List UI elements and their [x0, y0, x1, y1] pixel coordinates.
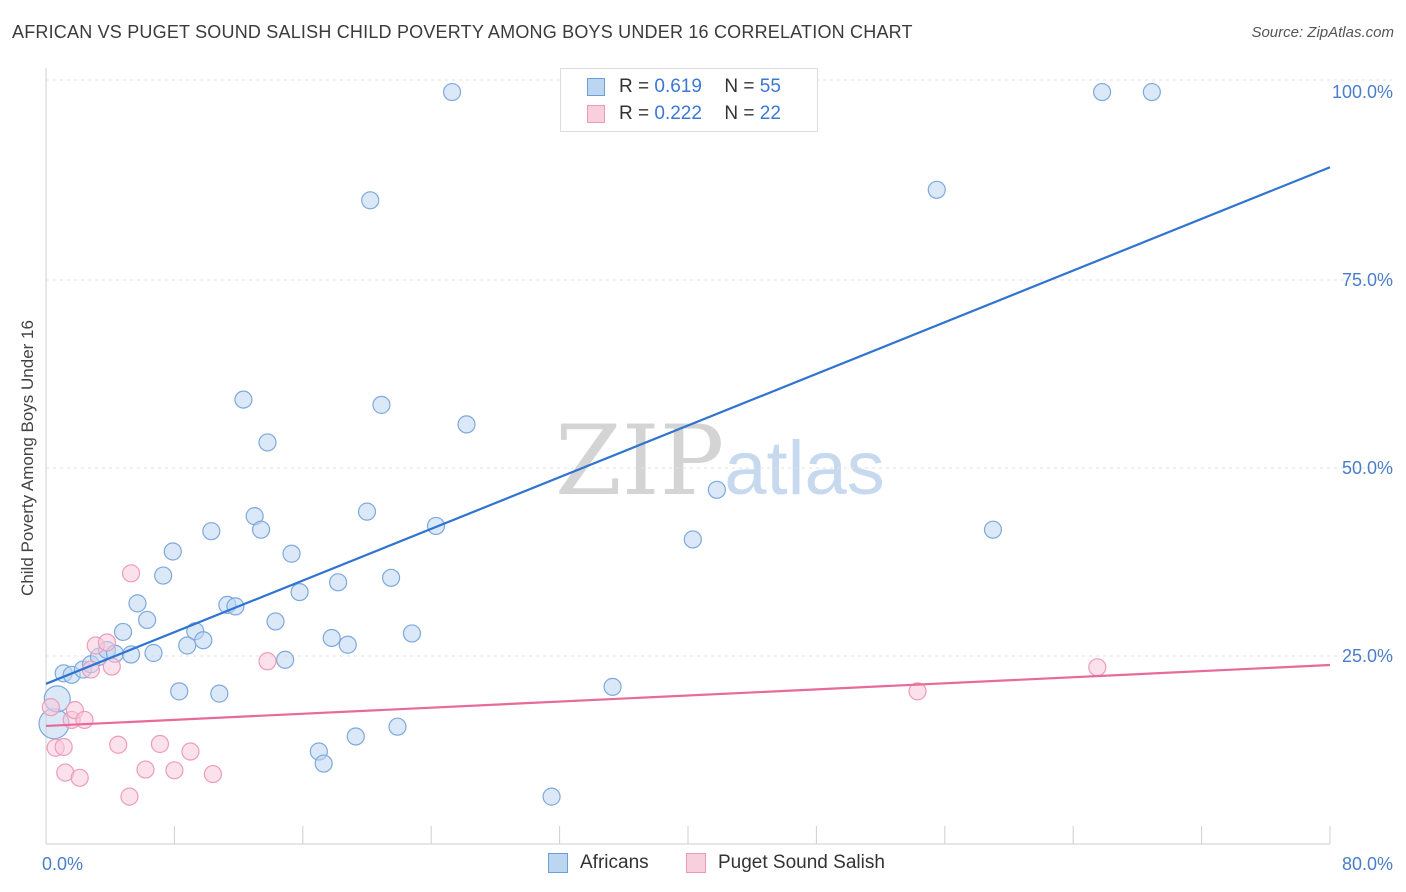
x-tick-label: 0.0% — [42, 854, 83, 874]
puget-sound-salish-swatch — [587, 105, 605, 123]
africans-point — [983, 520, 1003, 539]
africans-point — [154, 566, 173, 585]
puget-sound-salish-point — [150, 734, 170, 754]
africans-point — [170, 682, 189, 701]
africans-point — [442, 82, 462, 102]
puget-sound-salish-point — [1088, 658, 1107, 677]
legend-item-puget-sound-salish: Puget Sound Salish — [686, 852, 885, 874]
n-label: N = — [724, 103, 755, 124]
r-label: R = — [619, 103, 650, 124]
puget-sound-salish-point — [908, 682, 927, 701]
puget-sound-salish-point — [165, 761, 184, 780]
puget-sound-salish-point — [109, 735, 128, 754]
puget-sound-salish-point — [136, 760, 155, 779]
puget-sound-salish-point — [258, 652, 277, 671]
puget-sound-salish-point — [54, 737, 73, 757]
tick-labels: 25.0% 50.0% 75.0% 100.0% 0.0% 80.0% — [42, 82, 1393, 874]
y-tick-label: 25.0% — [1342, 646, 1393, 666]
africans-point — [346, 727, 365, 746]
x-tick-label: 80.0% — [1342, 854, 1393, 874]
africans-point — [251, 520, 271, 539]
africans-point — [128, 594, 147, 613]
africans-point — [1092, 82, 1112, 102]
africans-point — [322, 628, 341, 648]
gridlines — [46, 79, 1392, 657]
puget-sound-salish-trend-line — [45, 663, 1331, 728]
n-value: 55 — [759, 76, 781, 97]
africans-trend-line — [45, 166, 1331, 685]
axes — [45, 68, 1331, 845]
africans-point — [314, 754, 333, 773]
africans-point — [338, 635, 357, 654]
africans-point — [603, 677, 622, 696]
africans-legend-swatch — [548, 853, 568, 873]
puget-sound-salish-point — [75, 710, 94, 730]
correlation-legend: R = 0.619 N = 55 R = 0.222 N = 22 — [560, 68, 818, 132]
africans-point — [402, 624, 422, 643]
africans-point — [707, 480, 726, 499]
legend-label: Africans — [580, 852, 649, 873]
africans-point — [202, 522, 221, 541]
puget-sound-salish-legend-swatch — [686, 853, 706, 873]
puget-sound-salish-point — [70, 768, 89, 787]
trend-lines — [45, 166, 1331, 728]
africans-point — [542, 787, 561, 806]
africans-point — [357, 502, 377, 521]
y-tick-label: 100.0% — [1332, 82, 1393, 102]
africans-swatch — [587, 78, 605, 96]
africans-point — [927, 180, 946, 199]
legend-row-puget-sound-salish: R = 0.222 N = 22 — [587, 102, 781, 126]
puget-sound-salish-point — [120, 787, 139, 806]
africans-point — [258, 433, 277, 452]
r-value: 0.222 — [654, 103, 702, 124]
africans-point — [226, 597, 245, 616]
watermark-zip: ZIP — [555, 405, 725, 517]
puget-sound-salish-point — [203, 764, 223, 784]
y-tick-label: 75.0% — [1342, 270, 1393, 290]
africans-point — [178, 636, 197, 655]
africans-point — [457, 415, 476, 434]
legend-row-africans: R = 0.619 N = 55 — [587, 75, 781, 99]
africans-point — [290, 582, 309, 602]
n-label: N = — [724, 76, 755, 97]
africans-point — [163, 542, 182, 561]
africans-point — [388, 717, 407, 736]
africans-point — [329, 573, 348, 592]
africans-point — [1142, 82, 1161, 102]
r-label: R = — [619, 76, 650, 97]
africans-point — [113, 622, 133, 642]
data-points — [38, 82, 1161, 806]
africans-point — [361, 191, 380, 210]
africans-point — [282, 544, 301, 563]
africans-point — [138, 610, 157, 630]
africans-point — [381, 568, 401, 587]
legend-label: Puget Sound Salish — [718, 852, 885, 873]
chart-title: AFRICAN VS PUGET SOUND SALISH CHILD POVE… — [12, 22, 913, 42]
puget-sound-salish-point — [121, 564, 141, 583]
africans-point — [683, 530, 702, 549]
africans-point — [276, 650, 295, 669]
n-value: 22 — [759, 103, 781, 124]
africans-point — [210, 684, 229, 703]
africans-point — [234, 390, 253, 409]
source-credit: Source: ZipAtlas.com — [1251, 24, 1394, 41]
puget-sound-salish-point — [41, 698, 60, 717]
series-legend: Africans Puget Sound Salish — [0, 852, 1406, 878]
africans-point — [144, 643, 163, 663]
africans-point — [372, 395, 391, 414]
puget-sound-salish-point — [181, 742, 200, 761]
africans-point — [266, 612, 285, 631]
legend-item-africans: Africans — [548, 852, 649, 874]
africans-point — [194, 631, 213, 650]
y-tick-label: 50.0% — [1342, 458, 1393, 478]
puget-sound-salish-point — [97, 633, 117, 652]
r-value: 0.619 — [654, 76, 702, 97]
